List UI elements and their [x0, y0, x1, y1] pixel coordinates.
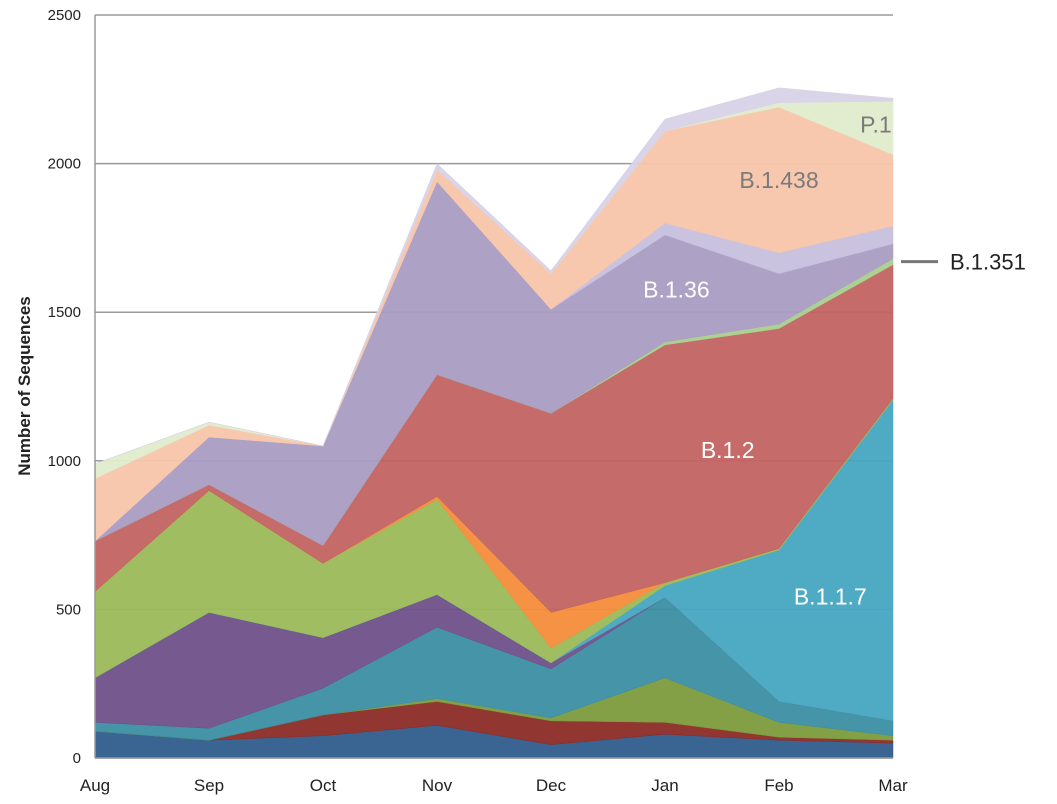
- series-label: B.1.351: [950, 250, 1026, 275]
- x-tick-label: Feb: [764, 776, 793, 795]
- areas: [94, 87, 894, 759]
- labels: B.1.1.7 B.1.2 B.1.351 B.1.36 B.1.438 P.1: [643, 111, 1026, 609]
- y-tick-label: 2500: [48, 7, 81, 24]
- x-tick-label: Jan: [651, 776, 678, 795]
- series-label: B.1.438: [739, 167, 818, 193]
- y-axis-title: Number of Sequences: [15, 296, 34, 476]
- y-tick-label: 1000: [48, 453, 81, 470]
- x-tick-label: Sep: [194, 776, 224, 795]
- series-label: B.1.2: [701, 437, 755, 463]
- x-tick-label: Oct: [310, 776, 337, 795]
- x-tick-label: Mar: [878, 776, 908, 795]
- series-label: B.1.36: [643, 276, 710, 302]
- x-tick-label: Dec: [536, 776, 567, 795]
- x-tick-label: Aug: [80, 776, 110, 795]
- y-tick-label: 2000: [48, 156, 81, 173]
- y-tick-label: 0: [73, 750, 81, 767]
- series-label: B.1.1.7: [794, 583, 867, 609]
- y-tick-label: 1500: [48, 304, 81, 321]
- axes: 0 500 1000 1500 2000 2500 Aug Sep Oct Nov Dec Jan Fe…: [48, 7, 908, 795]
- x-tick-label: Nov: [422, 776, 453, 795]
- series-label: P.1: [860, 111, 892, 137]
- area: [94, 87, 894, 465]
- y-tick-label: 500: [56, 601, 81, 618]
